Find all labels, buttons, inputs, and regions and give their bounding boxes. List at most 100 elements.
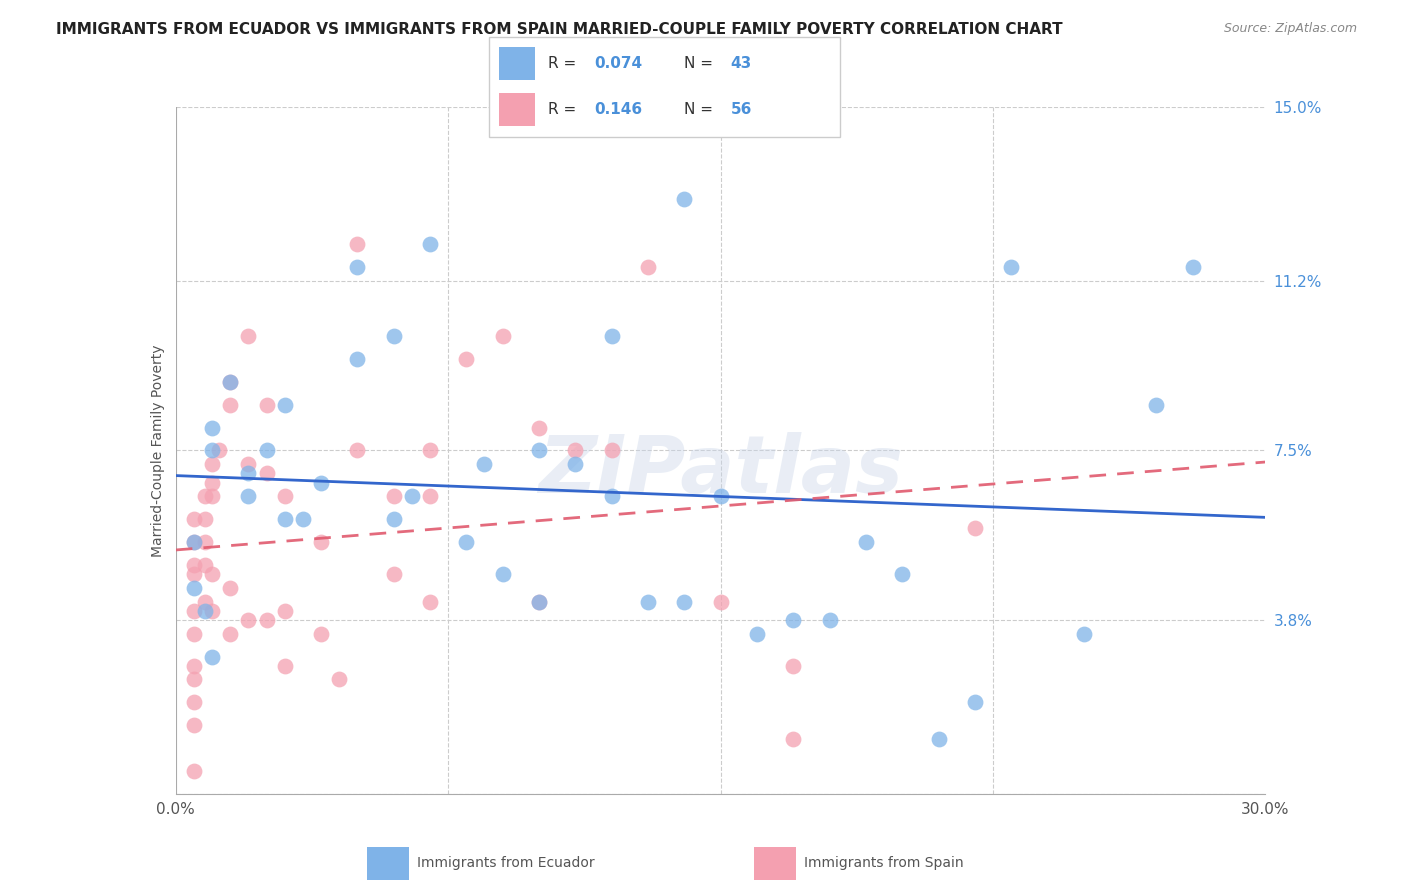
Text: 56: 56 [731, 102, 752, 117]
Point [382, 567, 405, 582]
Point [238, 467, 260, 481]
FancyBboxPatch shape [754, 847, 796, 880]
Point [419, 443, 441, 458]
Text: 0.146: 0.146 [595, 102, 643, 117]
Point [183, 764, 205, 778]
Point [346, 443, 368, 458]
Point [346, 260, 368, 275]
Point [201, 420, 224, 434]
Point [274, 658, 297, 673]
Point [219, 398, 242, 412]
Point [274, 398, 297, 412]
Point [419, 489, 441, 503]
Point [492, 329, 515, 343]
Text: Immigrants from Spain: Immigrants from Spain [804, 855, 963, 870]
Point [183, 512, 205, 526]
Point [855, 535, 877, 549]
Point [673, 594, 696, 608]
Point [1000, 260, 1022, 275]
Point [382, 329, 405, 343]
Point [219, 581, 242, 595]
Point [710, 489, 733, 503]
Point [456, 535, 478, 549]
Text: N =: N = [685, 102, 718, 117]
Point [238, 613, 260, 627]
Point [782, 731, 804, 746]
Point [256, 398, 278, 412]
Point [891, 567, 914, 582]
Point [201, 457, 224, 471]
Point [1073, 626, 1095, 640]
FancyBboxPatch shape [489, 37, 839, 137]
Point [256, 443, 278, 458]
Point [183, 658, 205, 673]
Point [183, 535, 205, 549]
Point [401, 489, 423, 503]
Point [183, 604, 205, 618]
Point [194, 604, 217, 618]
Text: Source: ZipAtlas.com: Source: ZipAtlas.com [1223, 22, 1357, 36]
Point [238, 489, 260, 503]
Text: 43: 43 [731, 56, 752, 70]
Point [419, 237, 441, 252]
Point [963, 695, 986, 709]
Point [183, 535, 205, 549]
FancyBboxPatch shape [499, 93, 536, 126]
Point [527, 594, 550, 608]
Point [782, 658, 804, 673]
Point [527, 420, 550, 434]
Point [194, 512, 217, 526]
Point [274, 512, 297, 526]
Point [201, 489, 224, 503]
Point [382, 512, 405, 526]
Point [291, 512, 314, 526]
Point [782, 613, 804, 627]
Point [600, 443, 623, 458]
FancyBboxPatch shape [367, 847, 409, 880]
Point [183, 718, 205, 732]
Point [201, 604, 224, 618]
Point [183, 673, 205, 687]
Point [274, 604, 297, 618]
Point [928, 731, 950, 746]
Point [745, 626, 768, 640]
Point [673, 192, 696, 206]
FancyBboxPatch shape [499, 47, 536, 79]
Point [183, 567, 205, 582]
Point [238, 457, 260, 471]
Point [219, 375, 242, 389]
Point [1181, 260, 1204, 275]
Text: R =: R = [548, 56, 581, 70]
Point [183, 695, 205, 709]
Point [256, 613, 278, 627]
Point [637, 260, 659, 275]
Point [309, 535, 332, 549]
Point [328, 673, 350, 687]
Point [1146, 398, 1168, 412]
Point [382, 489, 405, 503]
Text: 0.074: 0.074 [595, 56, 643, 70]
Text: R =: R = [548, 102, 586, 117]
Point [183, 558, 205, 572]
Point [637, 594, 659, 608]
Text: ZIPatlas: ZIPatlas [538, 432, 903, 510]
Text: N =: N = [685, 56, 718, 70]
Point [208, 443, 231, 458]
Point [194, 594, 217, 608]
Point [274, 489, 297, 503]
Point [219, 626, 242, 640]
Point [818, 613, 841, 627]
Point [238, 329, 260, 343]
Point [183, 581, 205, 595]
Point [564, 457, 586, 471]
Point [346, 237, 368, 252]
Point [527, 594, 550, 608]
Point [419, 594, 441, 608]
Point [600, 329, 623, 343]
Point [183, 626, 205, 640]
Point [201, 475, 224, 490]
Point [564, 443, 586, 458]
Point [963, 521, 986, 535]
Point [201, 567, 224, 582]
Point [710, 594, 733, 608]
